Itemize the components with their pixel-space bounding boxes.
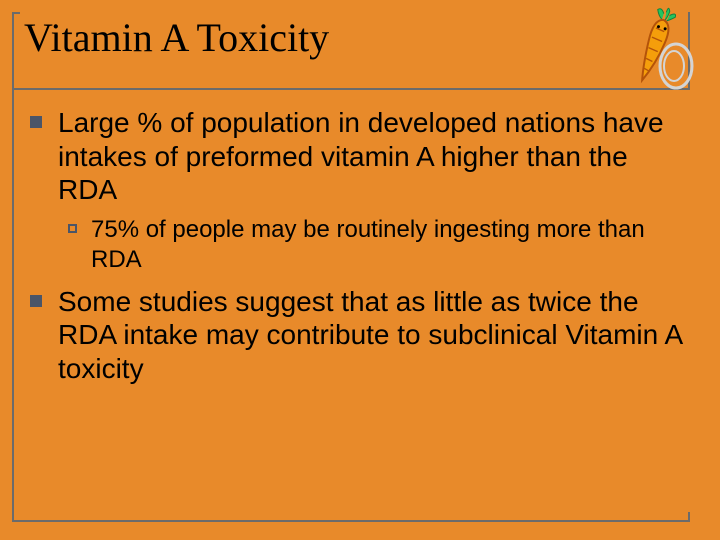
bullet-item: Some studies suggest that as little as t…: [30, 285, 690, 386]
content-area: Large % of population in developed natio…: [30, 106, 690, 394]
bullet-item: Large % of population in developed natio…: [30, 106, 690, 207]
bullet-text: Large % of population in developed natio…: [58, 106, 690, 207]
bullet-text: Some studies suggest that as little as t…: [58, 285, 690, 386]
frame-border-left: [12, 90, 14, 522]
carrot-icon: [624, 6, 694, 96]
open-square-bullet-icon: [68, 224, 77, 233]
sub-bullet-text: 75% of people may be routinely ingesting…: [91, 215, 690, 275]
slide: Vitamin A Toxicity Large % of population…: [0, 0, 720, 540]
frame-border-corner: [688, 512, 690, 522]
square-bullet-icon: [30, 116, 42, 128]
slide-title: Vitamin A Toxicity: [22, 16, 680, 60]
frame-border-bottom: [12, 520, 690, 522]
sub-bullet-item: 75% of people may be routinely ingesting…: [68, 215, 690, 275]
square-bullet-icon: [30, 295, 42, 307]
title-box: Vitamin A Toxicity: [12, 12, 690, 90]
